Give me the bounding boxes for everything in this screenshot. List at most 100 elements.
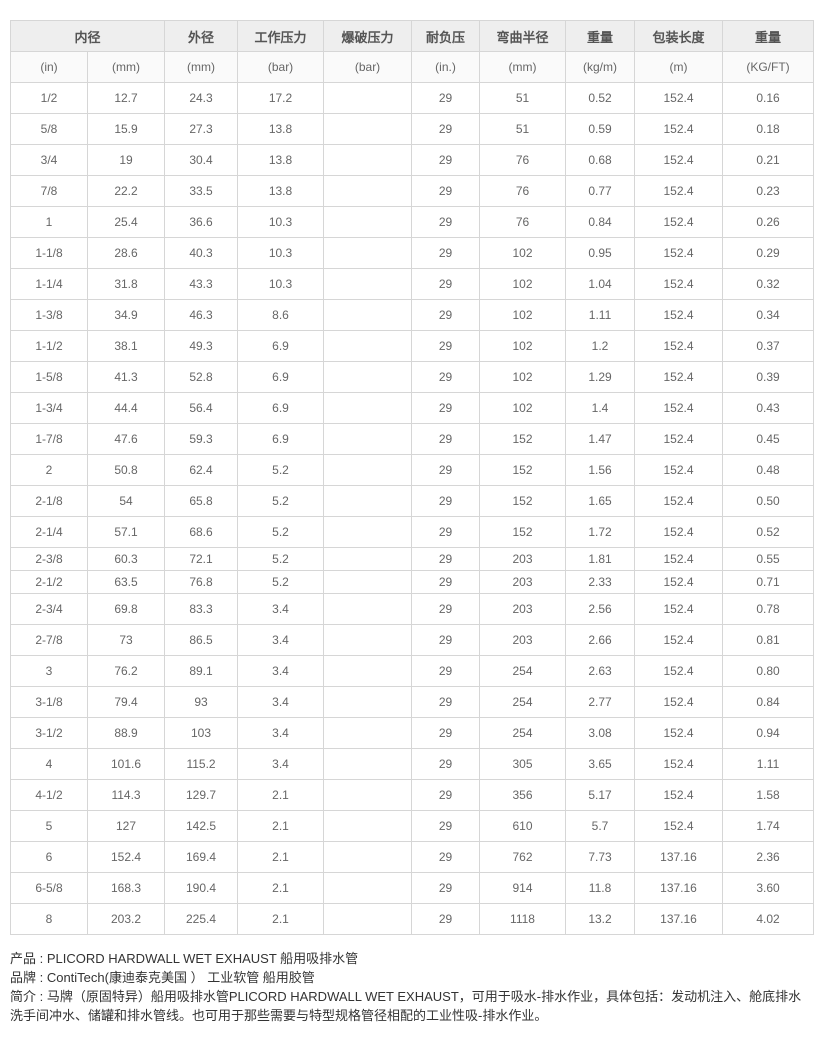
table-cell: 68.6: [164, 516, 239, 548]
table-cell: [323, 268, 413, 300]
table-cell: 0.78: [722, 593, 815, 625]
table-cell: 914: [479, 872, 567, 904]
table-cell: 152.4: [634, 686, 724, 718]
table-cell: [323, 717, 413, 749]
table-cell: 29: [411, 423, 481, 455]
intro-line: 简介 : 马牌（原固特异）船用吸排水管PLICORD HARDWALL WET …: [10, 989, 802, 1023]
table-cell: [323, 392, 413, 424]
table-cell: 50.8: [86, 454, 166, 486]
table-cell: 762: [479, 841, 567, 873]
table-cell: 17.2: [237, 82, 325, 114]
table-cell: 25.4: [86, 206, 166, 238]
column-header: 包装长度: [634, 20, 724, 52]
table-cell: 1: [10, 206, 88, 238]
table-cell: 0.16: [722, 82, 815, 114]
unit-header: (mm): [164, 51, 239, 83]
table-cell: 4: [10, 748, 88, 780]
table-cell: 5.2: [237, 485, 325, 517]
table-cell: 0.43: [722, 392, 815, 424]
table-cell: 152.4: [634, 330, 724, 362]
table-cell: 29: [411, 655, 481, 687]
table-cell: 1.47: [565, 423, 636, 455]
table-cell: 305: [479, 748, 567, 780]
table-cell: 2.1: [237, 903, 325, 935]
table-cell: 610: [479, 810, 567, 842]
table-cell: 102: [479, 237, 567, 269]
unit-header: (in): [10, 51, 88, 83]
table-cell: 152.4: [634, 547, 724, 571]
table-cell: 29: [411, 717, 481, 749]
table-row: 1-3/8 34.9 46.3 8.6 29 102 1.11 152.4 0.34: [10, 299, 815, 331]
table-cell: 152.4: [634, 779, 724, 811]
table-cell: 152: [479, 454, 567, 486]
table-cell: 3-1/2: [10, 717, 88, 749]
table-cell: 1-5/8: [10, 361, 88, 393]
table-cell: [323, 82, 413, 114]
table-cell: 30.4: [164, 144, 239, 176]
table-cell: 29: [411, 330, 481, 362]
table-cell: 15.9: [86, 113, 166, 145]
table-row: 1-3/4 44.4 56.4 6.9 29 102 1.4 152.4 0.43: [10, 392, 815, 424]
table-cell: 29: [411, 570, 481, 594]
table-cell: [323, 810, 413, 842]
table-cell: 76: [479, 175, 567, 207]
table-cell: 102: [479, 330, 567, 362]
table-cell: 1.72: [565, 516, 636, 548]
table-cell: 31.8: [86, 268, 166, 300]
table-cell: 152: [479, 485, 567, 517]
table-cell: 203: [479, 624, 567, 656]
table-cell: 3.4: [237, 748, 325, 780]
unit-row: (in) (mm) (mm) (bar) (bar) (in.) (mm) (kg/m) (m)…: [10, 51, 815, 83]
column-header: 外径: [164, 20, 239, 52]
table-cell: 62.4: [164, 454, 239, 486]
table-cell: 5: [10, 810, 88, 842]
table-cell: 152.4: [634, 423, 724, 455]
table-cell: 0.81: [722, 624, 815, 656]
table-cell: 0.77: [565, 175, 636, 207]
table-cell: 152.4: [634, 82, 724, 114]
table-cell: 8.6: [237, 299, 325, 331]
table-cell: 1.81: [565, 547, 636, 571]
table-cell: [323, 454, 413, 486]
table-row: 2-3/4 69.8 83.3 3.4 29 203 2.56 152.4 0.78: [10, 593, 815, 625]
table-cell: 28.6: [86, 237, 166, 269]
table-cell: 152.4: [634, 810, 724, 842]
table-cell: 63.5: [86, 570, 166, 594]
table-cell: 6-5/8: [10, 872, 88, 904]
table-cell: 137.16: [634, 903, 724, 935]
table-cell: 0.45: [722, 423, 815, 455]
table-cell: 13.8: [237, 113, 325, 145]
table-cell: 51: [479, 82, 567, 114]
table-cell: 152.4: [634, 299, 724, 331]
table-row: 1/2 12.7 24.3 17.2 29 51 0.52 152.4 0.16: [10, 82, 815, 114]
table-cell: 5.2: [237, 547, 325, 571]
table-cell: 1.04: [565, 268, 636, 300]
unit-header: (kg/m): [565, 51, 636, 83]
unit-header: (bar): [323, 51, 413, 83]
table-cell: 2.1: [237, 779, 325, 811]
table-cell: 56.4: [164, 392, 239, 424]
table-cell: 79.4: [86, 686, 166, 718]
table-cell: 2.66: [565, 624, 636, 656]
table-cell: 152.4: [634, 268, 724, 300]
unit-header: (in.): [411, 51, 481, 83]
table-cell: 5/8: [10, 113, 88, 145]
table-row: 1 25.4 36.6 10.3 29 76 0.84 152.4 0.26: [10, 206, 815, 238]
table-cell: 152.4: [86, 841, 166, 873]
table-cell: 102: [479, 392, 567, 424]
table-cell: 29: [411, 361, 481, 393]
table-cell: 2.1: [237, 841, 325, 873]
table-cell: 3.4: [237, 624, 325, 656]
table-cell: 152: [479, 423, 567, 455]
table-cell: 142.5: [164, 810, 239, 842]
table-cell: 129.7: [164, 779, 239, 811]
table-cell: 0.23: [722, 175, 815, 207]
table-cell: 38.1: [86, 330, 166, 362]
table-cell: 29: [411, 547, 481, 571]
table-cell: 2-3/4: [10, 593, 88, 625]
table-row: 1-1/4 31.8 43.3 10.3 29 102 1.04 152.4 0.32: [10, 268, 815, 300]
table-cell: 2-1/8: [10, 485, 88, 517]
table-cell: 2.63: [565, 655, 636, 687]
table-cell: 254: [479, 655, 567, 687]
table-cell: 1.74: [722, 810, 815, 842]
